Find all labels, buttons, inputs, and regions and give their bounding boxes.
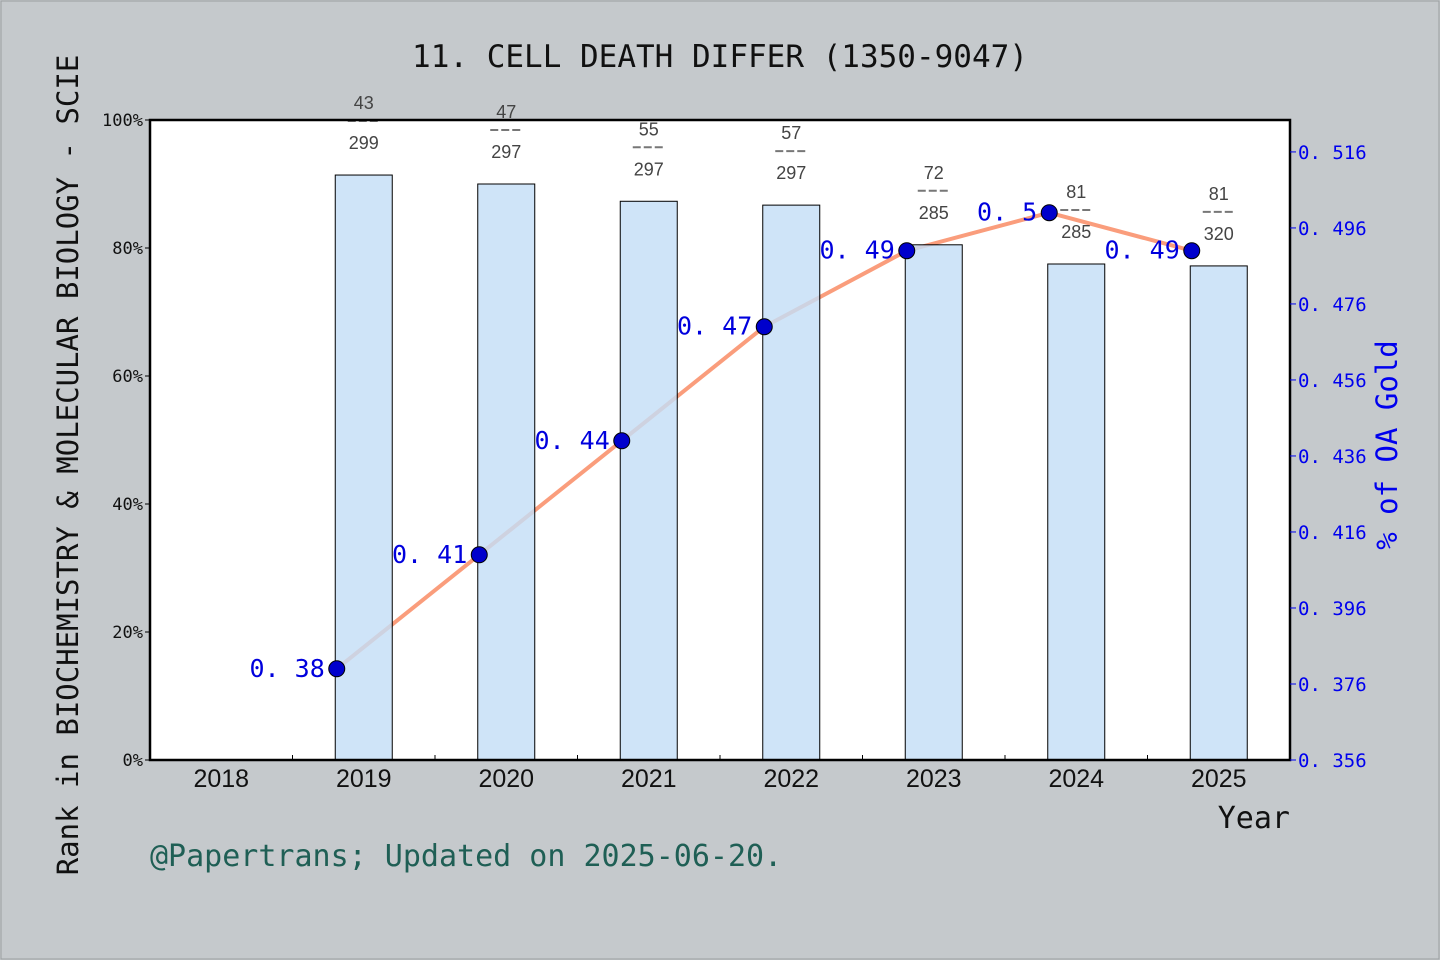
oa-value-label: 0. 47 — [677, 312, 752, 341]
x-tick-label: 2025 — [1191, 765, 1247, 793]
oa-value-label: 0. 44 — [534, 426, 609, 455]
rank-label: 81 — [1209, 184, 1229, 204]
oa-point — [1183, 242, 1201, 260]
left-tick-label: 100% — [102, 111, 143, 131]
oa-point — [613, 432, 631, 450]
total-label: 299 — [349, 133, 379, 153]
rank-label: 43 — [354, 93, 374, 113]
oa-value-label: 0. 5 — [977, 198, 1037, 227]
right-tick-label: 0. 356 — [1298, 750, 1367, 772]
left-tick-label: 0% — [123, 751, 143, 771]
total-label: 320 — [1204, 224, 1234, 244]
rank-bar — [1047, 263, 1106, 761]
oa-point — [898, 242, 916, 260]
x-tick-label: 2022 — [763, 765, 819, 793]
x-tick-label: 2018 — [193, 765, 249, 793]
rank-bar — [334, 174, 393, 761]
right-tick-label: 0. 416 — [1298, 522, 1367, 544]
right-tick-label: 0. 436 — [1298, 446, 1367, 468]
rank-bar — [762, 204, 821, 761]
total-label: 297 — [491, 142, 521, 162]
x-tick-label: 2023 — [906, 765, 962, 793]
rank-bar — [477, 183, 536, 761]
x-tick-label: 2024 — [1048, 765, 1104, 793]
left-tick-label: 40% — [112, 495, 143, 515]
rank-bar — [1189, 265, 1248, 761]
right-tick-label: 0. 496 — [1298, 218, 1367, 240]
oa-value-label: 0. 49 — [819, 236, 894, 265]
oa-value-label: 0. 49 — [1104, 236, 1179, 265]
x-tick-label: 2021 — [621, 765, 677, 793]
oa-point — [755, 318, 773, 336]
x-tick-label: 2019 — [336, 765, 392, 793]
x-tick-label: 2020 — [478, 765, 534, 793]
oa-point — [328, 660, 346, 678]
oa-point — [470, 546, 488, 564]
left-tick-label: 80% — [112, 239, 143, 259]
total-label: 285 — [1061, 222, 1091, 242]
left-tick-label: 60% — [112, 367, 143, 387]
left-tick-label: 20% — [112, 623, 143, 643]
right-tick-label: 0. 396 — [1298, 598, 1367, 620]
rank-bar — [619, 200, 678, 761]
rank-bar — [904, 244, 963, 761]
right-tick-label: 0. 376 — [1298, 674, 1367, 696]
x-axis-label: Year — [1218, 801, 1290, 836]
oa-value-label: 0. 41 — [392, 540, 467, 569]
total-label: 297 — [776, 163, 806, 183]
right-axis-label: % of OA Gold — [1370, 340, 1404, 550]
right-tick-label: 0. 476 — [1298, 294, 1367, 316]
chart-title: 11. CELL DEATH DIFFER (1350-9047) — [412, 39, 1028, 75]
oa-value-label: 0. 38 — [249, 654, 324, 683]
total-label: 285 — [919, 203, 949, 223]
total-label: 297 — [634, 159, 664, 179]
rank-label: 47 — [496, 102, 516, 122]
oa-point — [1040, 204, 1058, 222]
right-tick-label: 0. 456 — [1298, 370, 1367, 392]
rank-label: 55 — [639, 119, 659, 139]
left-axis-label: Rank in BIOCHEMISTRY & MOLECULAR BIOLOGY… — [51, 55, 85, 876]
right-tick-label: 0. 516 — [1298, 142, 1367, 164]
footer-credit: @Papertrans; Updated on 2025-06-20. — [150, 839, 782, 874]
rank-label: 81 — [1066, 182, 1086, 202]
rank-label: 57 — [781, 123, 801, 143]
rank-label: 72 — [924, 163, 944, 183]
